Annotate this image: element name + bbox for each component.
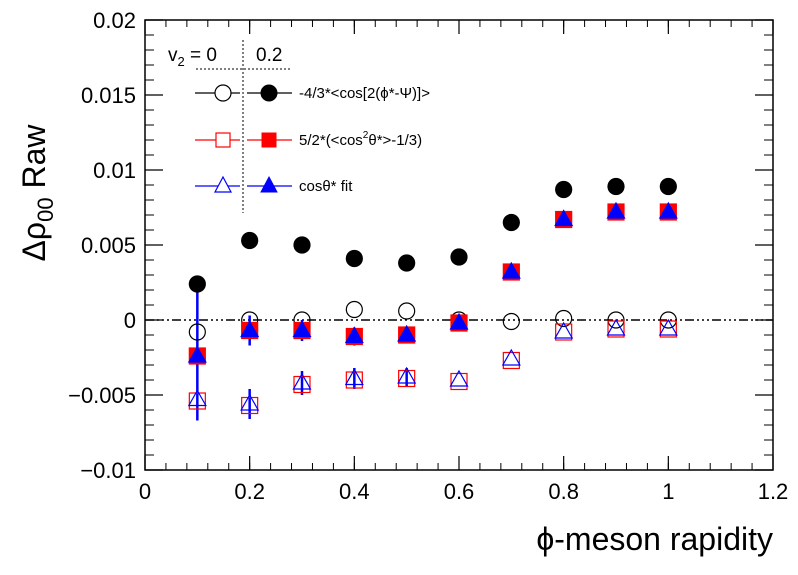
y-tick-label: 0 (124, 308, 136, 333)
data-point-s1_v0 (398, 302, 416, 320)
x-tick-label: 0.4 (339, 479, 370, 504)
y-axis-title: Δρ00 Raw (16, 124, 58, 262)
data-point-s1_v2 (555, 180, 573, 199)
data-point-s1_v0 (345, 300, 363, 319)
x-tick-label: 1 (662, 479, 674, 504)
data-point-s3_v0 (344, 368, 364, 386)
data-point-s3_v0 (449, 369, 469, 387)
data-point-s1_v2 (450, 248, 468, 266)
data-point-s3_v0 (187, 389, 207, 407)
legend-marker-3-open (214, 175, 232, 193)
x-tick-label: 0.8 (548, 479, 579, 504)
data-point-s1_v0 (555, 309, 573, 328)
data-point-s2_v0 (241, 396, 259, 415)
legend-marker-2-open (215, 132, 231, 148)
data-point-s1_v0 (607, 311, 625, 329)
data-point-s3_v0 (554, 321, 574, 339)
data-point-s3_v0 (606, 318, 626, 336)
x-tick-label: 0.6 (444, 479, 475, 504)
data-point-s2_v0 (188, 392, 206, 410)
data-point-s3_v2 (292, 320, 312, 338)
legend: -4/3*<cos[2(ϕ*-Ψ)]> 5/2*(<cos2θ*>-1/3) c… (195, 84, 430, 195)
legend-marker-2-filled (261, 132, 277, 148)
data-point-s1_v0 (188, 323, 206, 341)
plot-frame (144, 19, 774, 471)
data-point-s1_v2 (293, 236, 311, 254)
data-point-s1_v0 (659, 311, 677, 329)
data-point-s1_v2 (398, 254, 416, 272)
data-point-s3_v2 (658, 201, 678, 219)
legend-marker-3-filled (260, 175, 278, 193)
data-point-s3_v2 (240, 320, 260, 338)
data-point-s3_v2 (501, 261, 521, 279)
data-point-s1_v2 (241, 231, 259, 250)
legend-marker-1-filled (260, 84, 278, 102)
legend-label-1: -4/3*<cos[2(ϕ*-Ψ)]> (299, 85, 430, 102)
legend-marker-1-open (214, 84, 232, 102)
data-point-s1_v2 (659, 177, 677, 196)
y-tick-label: 0.01 (93, 158, 136, 183)
y-axis-title-sub: 00 (33, 197, 58, 221)
data-point-s3_v0 (658, 318, 678, 336)
data-point-s2_v0 (502, 351, 520, 370)
data-point-s3_v2 (554, 209, 574, 227)
y-axis-ticks: −0.01 −0.005 0 0.005 0.01 0.015 0.02 (68, 8, 773, 483)
v2-right-label: 0.2 (256, 45, 282, 66)
y-tick-label: 0.02 (93, 8, 136, 33)
x-axis-ticks: 0 0.2 0.4 0.6 0.8 1 1.2 (139, 20, 788, 504)
data-point-s2_v0 (293, 375, 311, 394)
x-tick-label: 1.2 (758, 479, 789, 504)
y-tick-label: 0.005 (81, 233, 136, 258)
data-point-s3_v0 (397, 366, 417, 384)
y-axis-title-main: Δρ (16, 222, 52, 262)
data-point-s3_v2 (449, 312, 469, 330)
data-point-s1_v2 (502, 213, 520, 232)
x-axis-title: ϕ-meson rapidity (536, 521, 773, 557)
y-axis-title-suffix: Raw (16, 124, 52, 198)
data-point-s3_v0 (240, 393, 260, 411)
data-point-s2_v0 (450, 372, 468, 391)
data-point-s1_v2 (188, 275, 206, 293)
data-point-s1_v2 (607, 177, 625, 196)
y-tick-label: 0.015 (81, 83, 136, 108)
y-tick-label: −0.005 (68, 383, 136, 408)
data-markers (187, 177, 678, 415)
v2-left-label: v2 = 0 (168, 45, 217, 69)
y-tick-label: −0.01 (80, 458, 136, 483)
legend-label-2: 5/2*(<cos2θ*>-1/3) (299, 130, 422, 149)
legend-v2-header: v2 = 0 0.2 (168, 40, 290, 213)
error-bars (196, 291, 408, 421)
data-point-s3_v2 (344, 326, 364, 344)
data-point-s1_v2 (345, 249, 363, 268)
data-point-s2_v0 (398, 369, 416, 388)
data-point-s1_v0 (502, 312, 520, 331)
data-point-s3_v2 (397, 324, 417, 342)
data-point-s3_v2 (606, 201, 626, 219)
x-tick-label: 0 (139, 479, 151, 504)
data-point-s3_v0 (501, 348, 521, 366)
data-point-s3_v2 (187, 345, 207, 363)
x-tick-label: 0.2 (234, 479, 265, 504)
data-point-s2_v0 (345, 371, 363, 389)
legend-label-3: cosθ* fit (299, 178, 353, 195)
data-point-s3_v0 (292, 372, 312, 390)
